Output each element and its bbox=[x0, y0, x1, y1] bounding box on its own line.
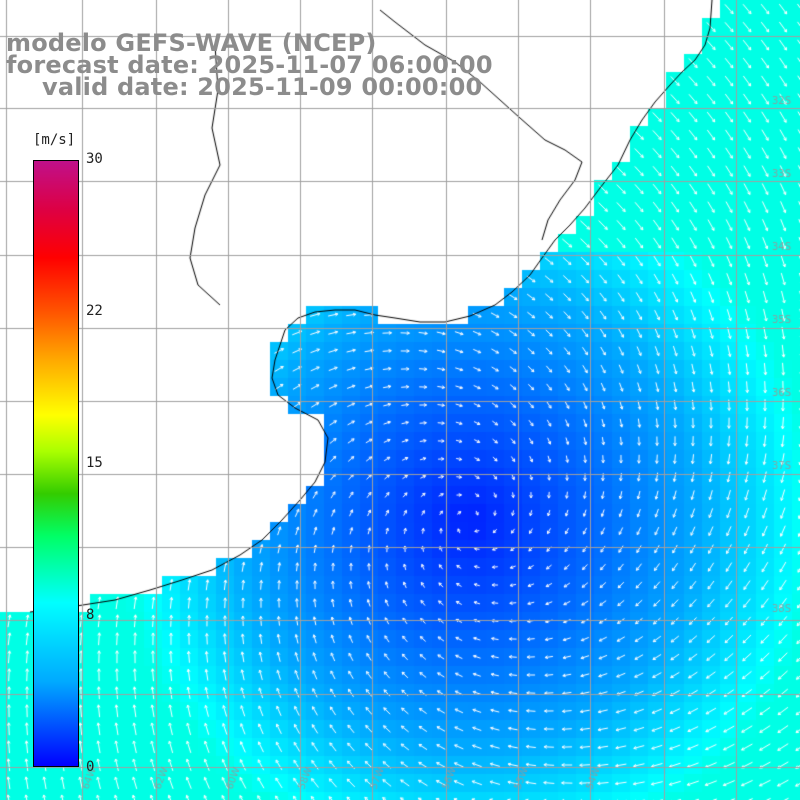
colorbar-units: [m/s] bbox=[33, 132, 76, 148]
colorbar-tick-15: 15 bbox=[86, 455, 103, 471]
colorbar-tick-30: 30 bbox=[86, 151, 103, 167]
title-valid-date: valid date: 2025-11-09 00:00:00 bbox=[42, 73, 483, 101]
colorbar-tick-8: 8 bbox=[86, 607, 95, 623]
colorbar bbox=[33, 160, 79, 767]
colorbar-tick-0: 0 bbox=[86, 759, 95, 775]
colorbar-tick-22: 22 bbox=[86, 303, 103, 319]
title-forecast-date: forecast date: 2025-11-07 06:00:00 bbox=[6, 51, 493, 79]
title-model: modelo GEFS-WAVE (NCEP) bbox=[6, 29, 377, 57]
